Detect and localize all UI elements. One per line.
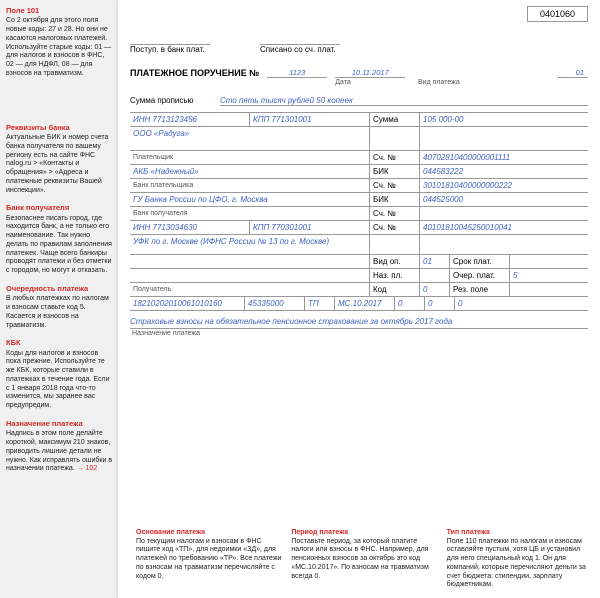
doc-date: 10.11.2017	[335, 68, 405, 78]
payee-bik-value: 044525000	[420, 193, 588, 206]
note-title: Реквизиты банка	[6, 123, 114, 132]
kod-label: Код	[370, 283, 420, 296]
footnote-title: Период платежа	[291, 529, 436, 536]
payee-inn: ИНН 7713034630	[130, 221, 250, 234]
footnote-text: Поле 110 платежки по налогам и взносам о…	[447, 538, 592, 591]
received-bank-field	[130, 34, 210, 45]
payer-bank-section-label: Банк плательщика	[130, 179, 370, 192]
srok-label: Срок плат.	[450, 255, 510, 268]
naz-pl-label: Наз. пл.	[370, 269, 420, 282]
note-title: Очередность платежа	[6, 284, 114, 293]
sum-label: Сумма	[370, 113, 420, 126]
note-title: Банк получателя	[6, 203, 114, 212]
amount-words-value: Сто пять тысяч рублей 50 копеек	[220, 96, 588, 106]
note-purpose: Назначение платежа Надпись в этом поле д…	[6, 419, 114, 474]
note-kbk: КБК Коды для налогов и взносов пока преж…	[6, 338, 114, 411]
note-payee-bank: Банк получателя Безопаснее писать город,…	[6, 203, 114, 276]
ocher-label: Очер. плат.	[450, 269, 510, 282]
field-101: 01	[558, 68, 588, 78]
footnote-type: Тип платежа Поле 110 платежки по налогам…	[447, 529, 592, 591]
doc-number: 1123	[267, 68, 327, 78]
payee-acc-label: Сч. №	[370, 221, 420, 234]
payer-acc-label: Сч. №	[370, 151, 420, 164]
payer-name: ООО «Радуга»	[130, 127, 370, 150]
bottom-annotations: Основание платежа По текущим налогам и в…	[0, 525, 600, 595]
period-value: МС.10.2017	[335, 297, 395, 310]
purpose-label: Назначение платежа	[130, 329, 588, 337]
payee-bank-section-label: Банк получателя	[130, 207, 370, 220]
date-label: Дата	[308, 79, 378, 86]
payee-bank: ГУ Банка России по ЦФО, г. Москва	[130, 193, 370, 206]
payer-bank-acc-label: Сч. №	[370, 179, 420, 192]
form-code: 0401060	[527, 6, 588, 22]
payee-section-label: Получатель	[130, 283, 370, 296]
rez-label: Рез. поле	[450, 283, 510, 296]
basis-value: ТП	[305, 297, 335, 310]
payer-bank-acc-value: 30101810400000000222	[420, 179, 588, 192]
payee-acc-value: 40101810045250010041	[420, 221, 588, 234]
left-annotations: Поле 101 Со 2 октября для этого поля нов…	[0, 0, 118, 598]
footnote-title: Основание платежа	[136, 529, 281, 536]
oktmo-value: 45335000	[245, 297, 305, 310]
received-bank-label: Поступ. в банк плат.	[130, 45, 210, 54]
note-title: Назначение платежа	[6, 419, 114, 428]
doc-num-value: 0	[395, 297, 425, 310]
amount-words-label: Сумма прописью	[130, 96, 220, 106]
debited-label: Списано со сч. плат.	[260, 45, 340, 54]
payer-section-label: Плательщик	[130, 151, 370, 164]
payer-inn: ИНН 7713123456	[130, 113, 250, 126]
payer-bank: АКБ «Надежный»	[130, 165, 370, 178]
payee-kpp: КПП 770301001	[250, 221, 370, 234]
note-text: Надпись в этом поле делайте короткой, ма…	[6, 430, 114, 474]
doc-date-value: 0	[425, 297, 455, 310]
payer-bik-value: 044583222	[420, 165, 588, 178]
note-payment-order: Очередность платежа В любых платежках по…	[6, 284, 114, 330]
footnote-period: Период платежа Поставьте период, за кото…	[291, 529, 436, 591]
note-text: Со 2 октября для этого поля новые коды: …	[6, 17, 114, 78]
footnote-basis: Основание платежа По текущим налогам и в…	[136, 529, 281, 591]
payment-purpose: Страховые взносы на обязательное пенсион…	[130, 315, 588, 329]
payee-bank-acc-label: Сч. №	[370, 207, 420, 220]
note-more-link[interactable]: → 102	[77, 465, 98, 472]
payee-bik-label: БИК	[370, 193, 420, 206]
footnote-text: По текущим налогам и взносам в ФНС пишит…	[136, 538, 281, 582]
kbk-value: 18210202010061010160	[130, 297, 245, 310]
payer-acc-value: 40702810400000001111	[420, 151, 588, 164]
note-text: Актуальные БИК и номер счета банка получ…	[6, 134, 114, 195]
note-title: КБК	[6, 338, 114, 347]
note-field-101: Поле 101 Со 2 октября для этого поля нов…	[6, 6, 114, 79]
note-title: Поле 101	[6, 6, 114, 15]
doc-title: ПЛАТЕЖНОЕ ПОРУЧЕНИЕ №	[130, 68, 259, 78]
footnote-text: Поставьте период, за который платите нал…	[291, 538, 436, 582]
note-text: Коды для налогов и взносов пока прежние.…	[6, 350, 114, 411]
vid-op-value: 01	[420, 255, 450, 268]
type-value: 0	[455, 297, 588, 310]
payer-bik-label: БИК	[370, 165, 420, 178]
debited-field	[260, 34, 340, 45]
note-bank-requisites: Реквизиты банка Актуальные БИК и номер с…	[6, 123, 114, 196]
payee-name: УФК по г. Москве (ИФНС России № 13 по г.…	[130, 235, 370, 254]
payment-form: 0401060 Поступ. в банк плат. Списано со …	[118, 0, 600, 598]
note-text: В любых платежках по налогам и взносам с…	[6, 295, 114, 330]
payer-kpp: КПП 771301001	[250, 113, 370, 126]
note-text: Безопаснее писать город, где находится б…	[6, 215, 114, 276]
footnote-title: Тип платежа	[447, 529, 592, 536]
ocher-value: 5	[510, 269, 588, 282]
kod-value: 0	[420, 283, 450, 296]
sum-value: 105 000-00	[420, 113, 588, 126]
vid-op-label: Вид оп.	[370, 255, 420, 268]
payment-type-label: Вид платежа	[418, 79, 460, 86]
